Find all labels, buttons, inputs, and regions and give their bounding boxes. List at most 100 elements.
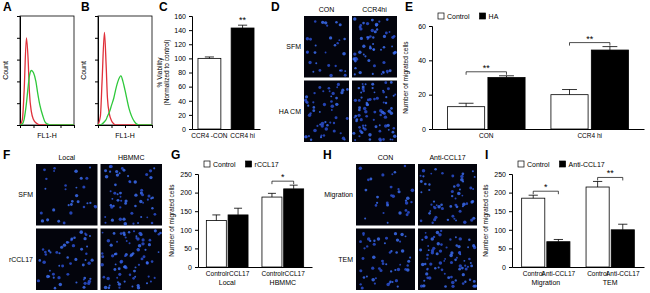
cell-nucleus (406, 196, 410, 200)
cell-nucleus (116, 173, 119, 176)
cell-nucleus (126, 240, 128, 242)
x-axis-tick-label: CCR4 hi (577, 132, 602, 139)
cell-nucleus (134, 194, 137, 197)
cell-nucleus (359, 27, 362, 30)
cell-nucleus (385, 263, 387, 265)
cell-nucleus (120, 200, 122, 202)
cell-nucleus (376, 202, 378, 204)
cell-nucleus (420, 180, 423, 183)
plot-frame (20, 16, 74, 125)
histogram-line (20, 71, 74, 126)
cell-nucleus (391, 46, 393, 48)
y-axis-tick: 50 (498, 245, 512, 252)
cell-nucleus (444, 273, 446, 275)
micrograph-background (352, 81, 397, 143)
cell-nucleus (58, 265, 60, 267)
cell-nucleus (43, 168, 46, 171)
cell-nucleus (409, 257, 411, 259)
cell-nucleus (340, 132, 342, 134)
cell-nucleus (148, 195, 151, 198)
cell-nucleus (74, 258, 77, 261)
y-axis-tick-mark (17, 38, 20, 39)
cell-nucleus (428, 189, 430, 191)
x-axis-tick (152, 125, 153, 128)
cell-nucleus (400, 233, 403, 236)
cell-nucleus (379, 269, 382, 272)
cell-nucleus (128, 231, 130, 233)
cell-nucleus (53, 167, 56, 170)
y-axis-tick-label: 100 (174, 55, 186, 62)
image-grid: CONAnti-CCL17MigrationTEM (324, 154, 477, 290)
cell-nucleus (316, 125, 318, 127)
cell-nucleus (360, 37, 363, 40)
cell-nucleus (150, 280, 152, 282)
column-label: Local (58, 154, 75, 161)
panel: E0204060CONCCR4 hi****Number of migrated… (402, 0, 645, 139)
cell-nucleus (360, 283, 362, 285)
cell-nucleus (80, 248, 83, 251)
cell-nucleus (320, 134, 322, 136)
cell-nucleus (319, 111, 321, 113)
x-axis-title: FL1-H (115, 132, 134, 139)
cell-nucleus (392, 131, 395, 134)
y-axis-tick-label: 150 (494, 208, 506, 215)
cell-nucleus (360, 131, 363, 134)
y-axis-tick-label: 200 (494, 189, 506, 196)
y-axis-tick (17, 60, 20, 61)
cell-nucleus (427, 245, 429, 247)
plot: 020406080100120140160CCR4 -CONCCR4 hi**%… (156, 13, 261, 139)
cell-nucleus (136, 237, 139, 240)
column-label: HBMMC (118, 154, 144, 161)
histogram-line (20, 38, 74, 125)
x-axis (99, 125, 153, 128)
y-axis-tick-label: 40 (178, 97, 186, 104)
x-axis-tick: TEM (603, 279, 618, 286)
cell-nucleus (369, 35, 372, 38)
micrograph (418, 229, 477, 291)
cell-nucleus (137, 249, 140, 252)
marks (198, 25, 254, 129)
micrograph-background (352, 16, 397, 78)
cell-nucleus (334, 44, 337, 47)
plot-frame (98, 16, 152, 125)
cell-nucleus (37, 279, 40, 282)
cell-nucleus (114, 183, 117, 186)
y-axis-tick-mark (95, 125, 98, 126)
cell-nucleus (49, 270, 51, 272)
cell-nucleus (426, 254, 429, 257)
figure: ACountFL1-HBCountFL1-HC02040608010012014… (0, 0, 650, 293)
cell-nucleus (421, 239, 423, 241)
micrograph-background (101, 229, 163, 291)
cell-nucleus (425, 236, 428, 239)
cell-nucleus (353, 52, 356, 55)
micrograph (356, 164, 415, 226)
cell-nucleus (84, 233, 86, 235)
cell-nucleus (365, 125, 367, 127)
cell-nucleus (87, 282, 90, 285)
cell-nucleus (141, 242, 144, 245)
x-axis-tick-label: HBMMC (270, 279, 296, 286)
cell-nucleus (325, 127, 328, 130)
cell-nucleus (132, 252, 135, 255)
y-axis-title: Count (2, 61, 9, 80)
cell-nucleus (424, 236, 427, 239)
legend-label: Control (213, 161, 236, 168)
cell-nucleus (333, 122, 335, 124)
cell-nucleus (389, 69, 392, 72)
cell-nucleus (85, 233, 88, 236)
bar (231, 28, 254, 129)
y-axis-tick-mark (509, 193, 512, 194)
cell-nucleus (149, 176, 152, 179)
y-axis-tick-mark (509, 248, 512, 249)
cell-nucleus (363, 247, 365, 249)
cell-nucleus (459, 264, 462, 267)
cell-nucleus (388, 129, 390, 131)
y-axis-tick-mark (189, 58, 192, 59)
cell-nucleus (401, 249, 405, 253)
cell-nucleus (71, 200, 74, 203)
micrograph (356, 229, 415, 291)
cell-nucleus (134, 180, 137, 183)
cell-nucleus (314, 51, 317, 54)
y-axis-line (95, 17, 99, 126)
image-grid: CONCCR4hiSFMHA CM (279, 6, 397, 142)
